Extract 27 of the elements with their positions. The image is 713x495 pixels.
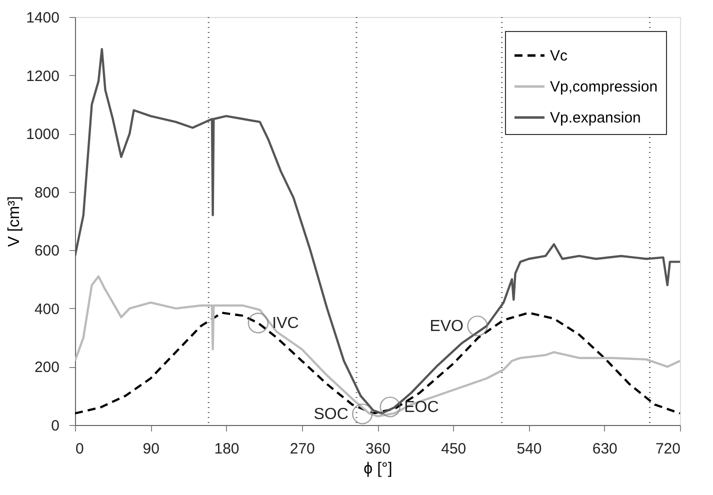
legend-label: Vp.expansion [550,110,641,126]
x-tick-label: 720 [655,440,680,458]
y-tick-label: 1400 [26,10,60,26]
annotation: EVO [430,318,464,335]
y-tick-label: 400 [34,300,60,318]
annotation: IVC [272,315,299,332]
y-tick-label: 1200 [26,68,60,85]
legend-label: Vc [550,48,568,64]
annotation: SOC [314,406,348,423]
x-tick-label: 450 [441,440,466,458]
x-axis-title: ϕ [°] [364,460,392,478]
y-tick-label: 800 [34,184,60,202]
x-tick-label: 90 [142,440,160,458]
y-axis-title: V [cm³] [6,196,24,247]
x-tick-label: 0 [76,440,84,458]
x-tick-label: 540 [516,440,542,458]
y-tick-label: 200 [34,359,60,376]
legend-label: Vp,compression [550,78,658,96]
x-tick-label: 360 [365,440,391,458]
x-tick-label: 630 [592,440,618,458]
x-tick-label: 270 [290,440,315,458]
x-tick-label: 180 [214,440,240,458]
line-series [75,275,680,418]
annotation: EOC [404,398,439,416]
y-tick-label: 1000 [26,126,60,144]
y-tick-label: 600 [34,242,60,260]
y-tick-label: 0 [51,418,60,434]
